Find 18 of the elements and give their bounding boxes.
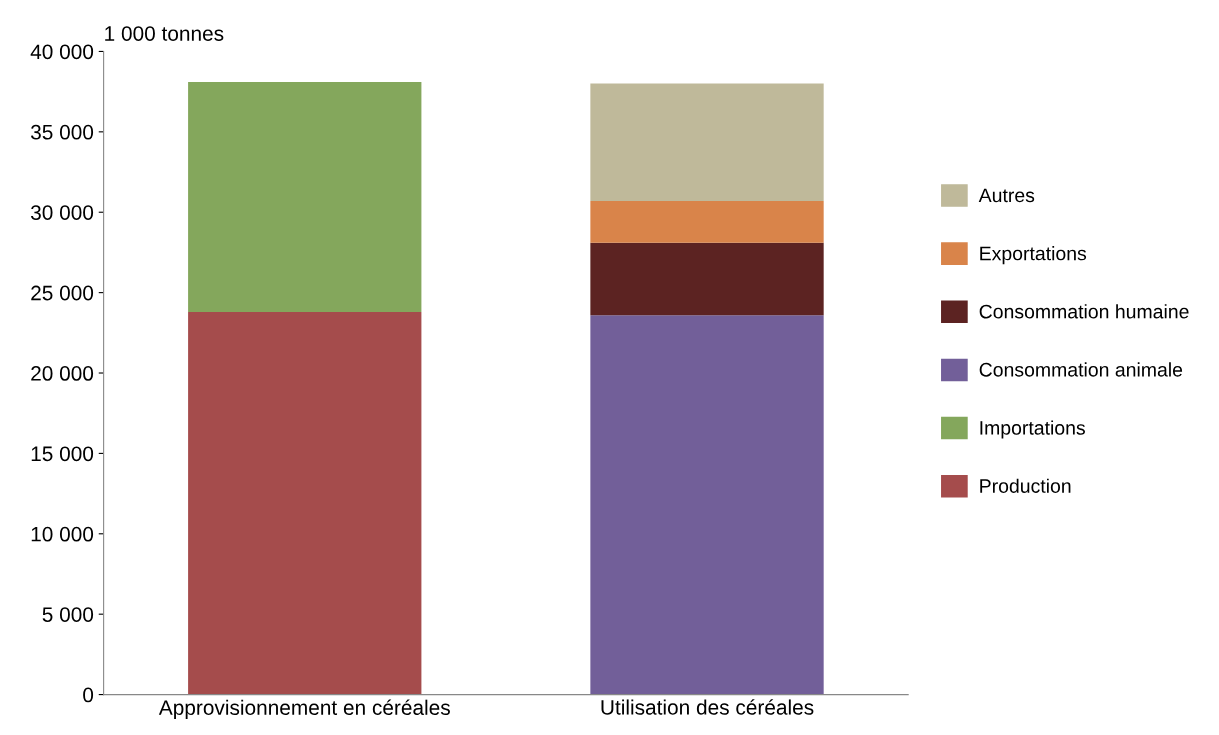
y-tick-label: 30 000 [30, 205, 94, 220]
y-tick-label: 10 000 [31, 526, 94, 542]
x-tick-label: Utilisation des céréales [601, 699, 814, 715]
y-tick-label: 15 000 [31, 446, 94, 462]
legend-label: Consommation animale [979, 362, 1183, 377]
legend-label: Consommation humaine [979, 304, 1189, 319]
y-tick-label: 0 [83, 687, 94, 703]
y-tick-label: 40 000 [30, 44, 94, 60]
y-tick-label: 25 000 [31, 285, 94, 301]
y-tick-label: 20 000 [31, 366, 94, 381]
y-tick-label: 5 000 [42, 607, 94, 622]
legend-label: Autres [978, 188, 1035, 203]
legend-label: Importations [980, 420, 1085, 439]
x-tick-label: Approvisionnement en céréales [158, 699, 450, 720]
y-axis-title: 1 000 tonnes [105, 26, 224, 41]
y-tick-label: 35 000 [30, 124, 94, 140]
legend-label: Production [980, 478, 1071, 493]
legend-label: Exportations [980, 246, 1087, 265]
